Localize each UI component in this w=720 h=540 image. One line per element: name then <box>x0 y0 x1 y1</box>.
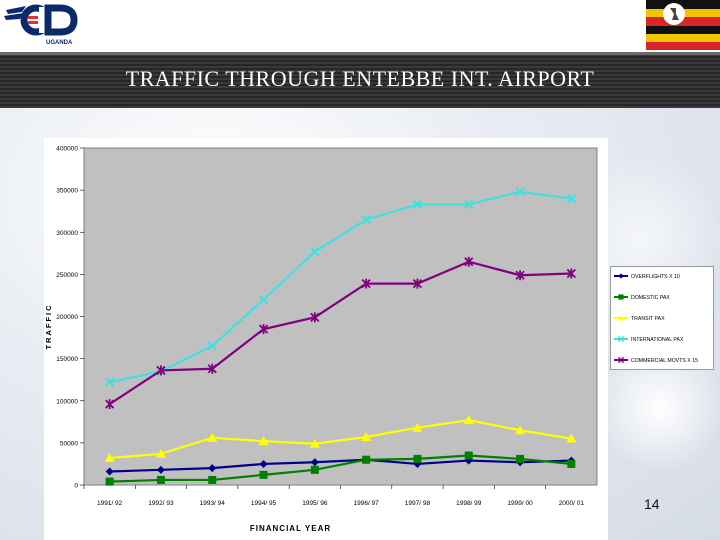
data-point <box>156 365 166 376</box>
x-tick-label: 1995/ 96 <box>302 500 328 507</box>
data-point <box>361 214 371 225</box>
data-point <box>566 193 577 204</box>
data-point <box>310 458 319 467</box>
data-point <box>464 199 474 210</box>
series-line <box>109 458 572 473</box>
data-point <box>207 341 217 351</box>
data-point <box>361 278 371 289</box>
y-tick-label: 300000 <box>56 230 78 237</box>
legend-marker <box>617 356 625 364</box>
data-point <box>412 278 423 289</box>
data-point <box>258 436 269 446</box>
legend-marker <box>618 315 624 321</box>
x-tick-label: 1991/ 92 <box>97 500 123 507</box>
y-tick-label: 250000 <box>56 272 78 279</box>
chart-legend: OVERFLIGHTS X 10 DOMESTIC PAX TRANSIT PAX I… <box>610 266 714 370</box>
data-point <box>156 465 165 474</box>
data-point <box>207 363 217 374</box>
data-point <box>310 246 320 257</box>
x-axis-title: FINANCIAL YEAR <box>250 524 331 533</box>
uganda-flag <box>646 0 720 50</box>
x-tick-label: 1997/ 98 <box>405 500 431 507</box>
y-tick-label: 150000 <box>56 356 78 363</box>
data-point <box>310 465 319 474</box>
data-point <box>258 324 269 335</box>
y-tick-label: 0 <box>74 483 78 490</box>
data-point <box>515 187 525 197</box>
x-tick-label: 1993/ 94 <box>200 500 226 507</box>
data-point <box>105 399 115 410</box>
y-tick-label: 100000 <box>56 398 78 405</box>
data-point <box>413 454 422 463</box>
y-tick-label: 350000 <box>56 188 78 195</box>
data-point <box>309 438 320 448</box>
series-line <box>109 190 572 384</box>
data-point <box>105 467 114 476</box>
x-tick-label: 1992/ 93 <box>148 500 174 507</box>
data-point <box>362 455 371 464</box>
x-tick-label: 1994/ 95 <box>251 500 277 507</box>
data-point <box>104 453 115 463</box>
traffic-chart: 0 50000 100000 150000 200000 250000 300000 3500… <box>44 146 598 533</box>
data-point <box>515 270 525 281</box>
data-point <box>208 475 217 484</box>
series-line <box>109 419 572 460</box>
logo-caption: UGANDA <box>46 40 73 46</box>
series-line <box>109 260 572 406</box>
data-point <box>464 256 474 267</box>
x-tick-label: 2000/ 01 <box>559 500 585 507</box>
plot-area <box>83 147 598 486</box>
data-point <box>412 422 423 432</box>
legend-label: DOMESTIC PAX <box>631 295 670 301</box>
data-point <box>361 431 372 441</box>
legend-label: OVERFLIGHTS X 10 <box>631 274 680 280</box>
legend-label: INTERNATIONAL PAX <box>631 337 684 343</box>
data-point <box>259 470 268 479</box>
x-tick-label: 1996/ 97 <box>353 500 379 507</box>
data-point <box>105 477 114 486</box>
legend-label: TRANSIT PAX <box>631 316 665 322</box>
data-point <box>310 312 320 323</box>
x-tick-label: 1999/ 00 <box>507 500 533 507</box>
data-point <box>566 433 577 443</box>
legend-marker <box>618 273 624 279</box>
data-point <box>516 454 525 463</box>
legend-marker <box>617 335 625 343</box>
data-point <box>155 448 166 458</box>
slide-title: TRAFFIC THROUGH ENTEBBE INT. AIRPORT <box>125 66 595 91</box>
legend-marker <box>618 294 624 300</box>
data-point <box>104 377 115 387</box>
data-point <box>567 459 576 468</box>
data-point <box>258 294 269 305</box>
data-point <box>259 459 268 468</box>
title-bar: TRAFFIC THROUGH ENTEBBE INT. AIRPORT <box>0 52 720 108</box>
data-point <box>464 451 473 460</box>
y-tick-label: 200000 <box>56 314 78 321</box>
data-point <box>412 199 423 210</box>
data-point <box>566 268 576 279</box>
data-point <box>156 475 165 484</box>
data-point <box>207 432 218 442</box>
y-tick-label: 50000 <box>60 440 78 447</box>
y-axis-title: TRAFFIC <box>44 303 53 349</box>
page-number: 14 <box>644 496 660 512</box>
header-band: UGANDA <box>0 0 720 52</box>
series-line <box>109 454 572 483</box>
y-tick-label: 400000 <box>56 146 78 153</box>
data-point <box>208 464 217 473</box>
data-point <box>515 425 526 435</box>
chart-panel: 0 50000 100000 150000 200000 250000 300000 3500… <box>44 138 608 540</box>
legend-label: COMMERCIAL MOVTS X 15 <box>631 358 698 364</box>
data-point <box>463 415 474 425</box>
cd-logo: UGANDA <box>4 4 78 46</box>
x-tick-label: 1998/ 99 <box>456 500 482 507</box>
